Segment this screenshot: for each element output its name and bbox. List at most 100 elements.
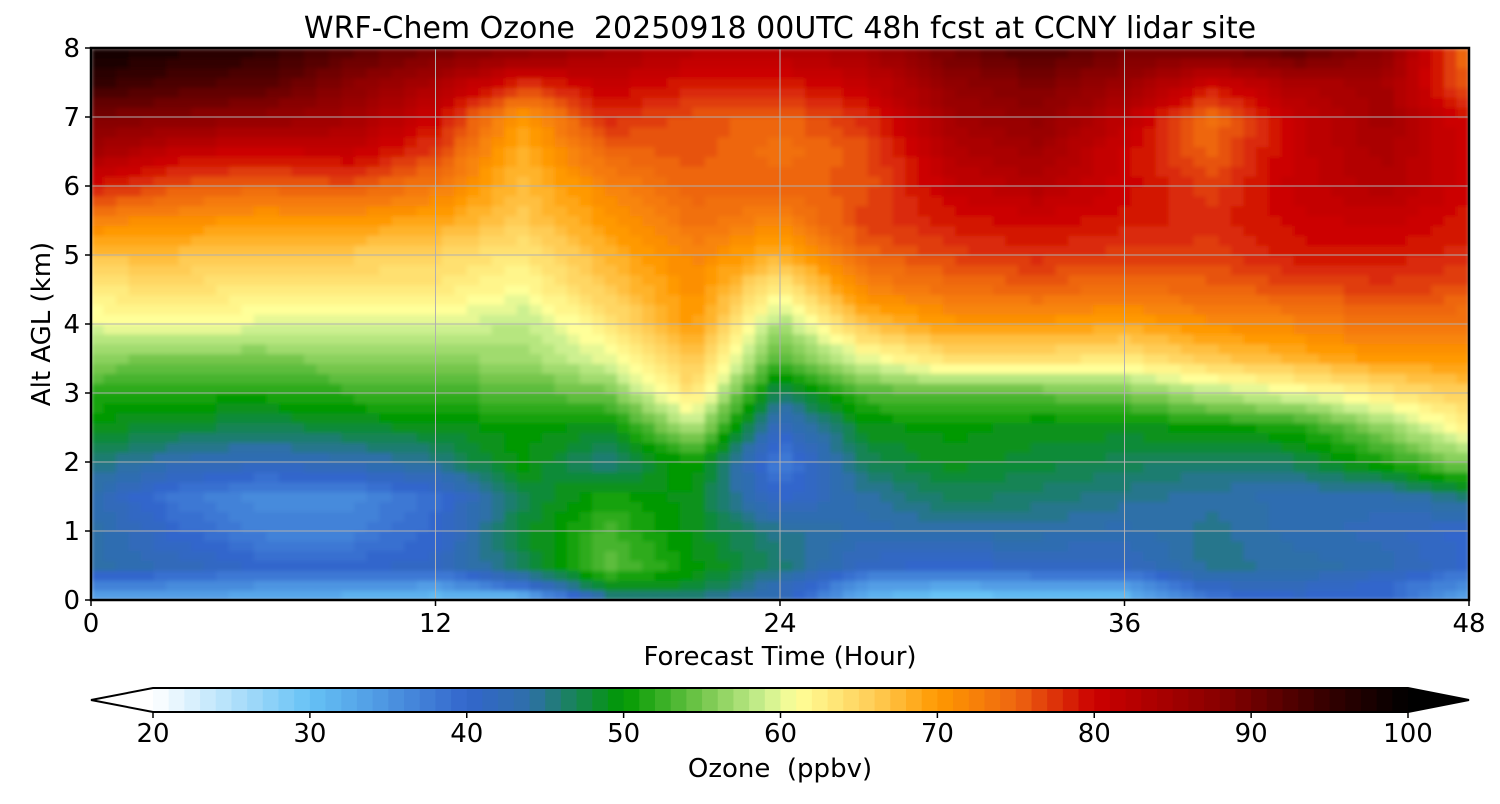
heat-cell	[391, 540, 405, 552]
heat-cell	[404, 373, 418, 384]
heat-cell	[967, 373, 982, 384]
heat-cell	[805, 570, 819, 581]
heat-cell	[316, 245, 330, 256]
heat-cell	[241, 245, 255, 256]
heat-cell	[454, 442, 468, 453]
heat-cell	[905, 590, 919, 600]
heat-cell	[1105, 521, 1119, 532]
heat-cell	[178, 353, 192, 365]
heat-cell	[516, 412, 531, 424]
heat-cell	[241, 304, 255, 315]
heat-cell	[516, 383, 531, 394]
heat-cell	[1005, 462, 1019, 473]
heat-cell	[441, 195, 455, 207]
heat-cell	[1268, 225, 1282, 236]
heat-cell	[454, 314, 468, 325]
heat-cell	[1318, 166, 1332, 177]
heat-cell	[892, 156, 906, 167]
heat-cell	[541, 245, 556, 256]
heat-cell	[579, 491, 593, 503]
heat-cell	[830, 570, 844, 581]
heat-cell	[1443, 274, 1458, 286]
heat-cell	[905, 353, 919, 365]
heat-cell	[91, 393, 105, 404]
heat-cell	[1318, 471, 1332, 483]
heat-cell	[103, 333, 117, 345]
heat-cell	[491, 353, 505, 365]
heat-cell	[266, 205, 280, 217]
heat-cell	[1180, 235, 1194, 246]
heat-cell	[1168, 422, 1182, 434]
heat-cell	[116, 333, 130, 345]
heat-cell	[116, 402, 130, 414]
heat-cell	[1243, 521, 1257, 532]
heat-cell	[880, 560, 894, 572]
heat-cell	[404, 324, 418, 335]
heat-cell	[504, 521, 518, 532]
heat-cell	[642, 363, 656, 374]
heat-cell	[905, 363, 919, 374]
heat-cell	[980, 186, 994, 197]
heat-cell	[917, 284, 931, 296]
heat-cell	[955, 205, 969, 217]
heat-cell	[491, 393, 505, 404]
heat-cell	[1043, 324, 1057, 335]
heat-cell	[955, 442, 969, 453]
heat-cell	[1293, 186, 1307, 197]
heat-cell	[541, 304, 556, 315]
heat-cell	[379, 393, 393, 404]
heat-cell	[604, 195, 618, 207]
heat-cell	[692, 422, 706, 434]
heat-cell	[1306, 452, 1320, 463]
heat-cell	[767, 422, 781, 434]
heat-cell	[178, 304, 192, 315]
heat-cell	[905, 245, 919, 256]
heat-cell	[780, 186, 794, 197]
heat-cell	[967, 225, 982, 236]
heat-cell	[629, 442, 643, 453]
heat-cell	[454, 215, 468, 227]
heat-cell	[930, 402, 944, 414]
heat-cell	[1381, 186, 1395, 197]
heat-cell	[729, 156, 744, 167]
heat-cell	[341, 560, 355, 572]
heat-cell	[1155, 176, 1169, 187]
heat-cell	[516, 452, 531, 463]
heat-cell	[1143, 432, 1157, 443]
heat-cell	[303, 205, 318, 217]
heat-cell	[153, 481, 167, 493]
heat-cell	[1055, 511, 1069, 522]
heat-cell	[692, 511, 706, 522]
heat-cell	[729, 176, 744, 187]
heat-cell	[1005, 501, 1019, 512]
heat-cell	[1205, 215, 1220, 227]
heat-cell	[717, 195, 731, 207]
heat-cell	[554, 205, 568, 217]
heat-cell	[1218, 393, 1232, 404]
heat-cell	[1205, 186, 1220, 197]
heat-cell	[116, 550, 130, 562]
heat-cell	[604, 383, 618, 394]
heat-cell	[1443, 186, 1458, 197]
heat-cell	[1393, 205, 1407, 217]
heat-cell	[1043, 590, 1057, 600]
heat-cell	[1268, 363, 1282, 374]
heat-cell	[479, 521, 493, 532]
heat-cell	[191, 255, 205, 266]
heat-cell	[805, 452, 819, 463]
heat-cell	[1030, 432, 1044, 443]
heat-cell	[216, 550, 230, 562]
heat-cell	[103, 471, 117, 483]
heat-cell	[805, 245, 819, 256]
heat-cell	[1368, 333, 1382, 345]
heat-cell	[1256, 432, 1270, 443]
heat-cell	[466, 412, 480, 424]
heat-cell	[1431, 373, 1445, 384]
heat-cell	[1318, 225, 1332, 236]
heat-cell	[253, 412, 267, 424]
heat-cell	[629, 402, 643, 414]
heat-cell	[1243, 274, 1257, 286]
heat-cell	[554, 195, 568, 207]
heat-cell	[592, 402, 606, 414]
heat-cell	[867, 393, 881, 404]
